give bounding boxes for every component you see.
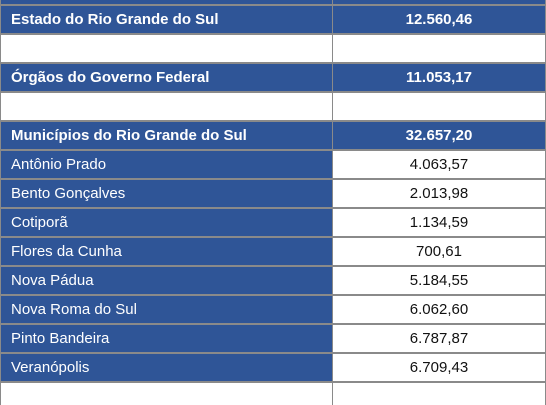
group-label: Municípios do Rio Grande do Sul [0, 121, 333, 150]
municipio-name: Antônio Prado [0, 150, 333, 179]
municipio-value: 4.063,57 [332, 150, 546, 179]
empty-cell [0, 382, 333, 405]
municipio-value: 6.062,60 [332, 295, 546, 324]
row-label: Órgãos do Governo Federal [0, 63, 333, 92]
empty-cell [0, 92, 333, 121]
municipio-value: 700,61 [332, 237, 546, 266]
municipio-name: Nova Roma do Sul [0, 295, 333, 324]
empty-cell [332, 92, 546, 121]
municipio-name: Cotiporã [0, 208, 333, 237]
municipio-value: 5.184,55 [332, 266, 546, 295]
row-value: 12.560,46 [332, 5, 546, 34]
empty-cell [0, 34, 333, 63]
municipio-name: Pinto Bandeira [0, 324, 333, 353]
municipio-value: 2.013,98 [332, 179, 546, 208]
group-value: 32.657,20 [332, 121, 546, 150]
municipio-name: Flores da Cunha [0, 237, 333, 266]
empty-cell [332, 34, 546, 63]
municipio-name: Bento Gonçalves [0, 179, 333, 208]
municipio-value: 6.709,43 [332, 353, 546, 382]
row-value: 11.053,17 [332, 63, 546, 92]
municipio-name: Veranópolis [0, 353, 333, 382]
municipio-name: Nova Pádua [0, 266, 333, 295]
empty-cell [332, 382, 546, 405]
row-label: Estado do Rio Grande do Sul [0, 5, 333, 34]
municipio-value: 6.787,87 [332, 324, 546, 353]
municipio-value: 1.134,59 [332, 208, 546, 237]
